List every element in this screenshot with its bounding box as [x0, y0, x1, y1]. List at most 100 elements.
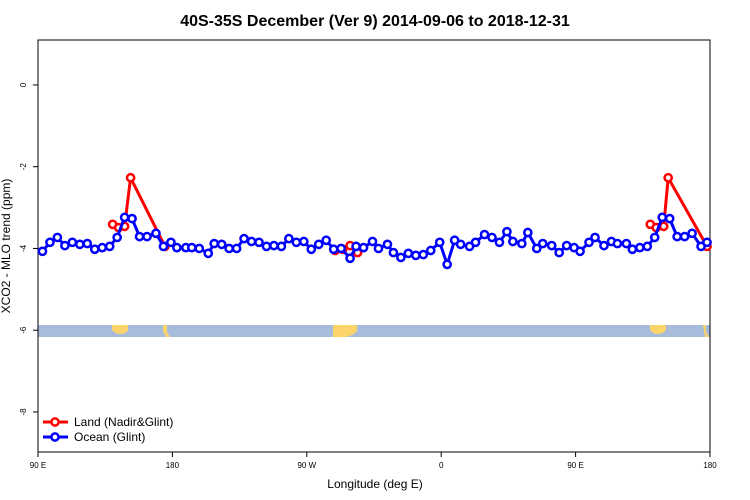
data-point [487, 232, 497, 243]
y-tick-label: -8 [19, 408, 28, 416]
data-point [599, 240, 609, 251]
data-point [313, 239, 324, 250]
data-point [284, 233, 294, 244]
x-tick-label: 90 E [567, 461, 583, 470]
data-point [561, 240, 572, 251]
data-point [479, 229, 490, 240]
data-point [649, 232, 660, 243]
data-point [403, 248, 414, 259]
data-point [125, 172, 136, 183]
data-point [470, 237, 481, 248]
legend-label: Ocean (Glint) [74, 430, 145, 444]
data-point [522, 227, 533, 238]
data-point [502, 226, 512, 237]
data-point [546, 240, 557, 251]
x-tick-label: 90 E [30, 461, 46, 470]
data-point [127, 213, 137, 224]
data-point [590, 232, 600, 243]
data-point [702, 237, 712, 248]
y-tick-label: -6 [19, 326, 28, 334]
y-axis-label: XCO2 - MLO trend (ppm) [0, 179, 13, 314]
data-point [60, 240, 70, 251]
data-point [172, 242, 182, 253]
legend-label: Land (Nadir&Glint) [74, 415, 173, 429]
data-point [508, 236, 518, 247]
data-point [209, 238, 220, 249]
data-point [627, 244, 638, 255]
data-point [410, 250, 421, 261]
data-point [358, 242, 369, 253]
data-point [97, 242, 108, 253]
data-point [679, 231, 690, 242]
data-point [231, 243, 242, 254]
data-point [367, 236, 378, 247]
data-point [104, 241, 115, 252]
data-point [672, 231, 682, 242]
data-point [531, 243, 542, 254]
data-point [261, 241, 272, 252]
data-point [434, 237, 445, 248]
data-point [203, 248, 214, 259]
data-point [351, 241, 361, 252]
data-point [336, 243, 346, 254]
data-point [298, 236, 309, 247]
data-point [254, 237, 264, 248]
y-tick-label: 0 [19, 82, 28, 87]
data-point [388, 247, 399, 258]
data-point [621, 238, 632, 249]
data-point [112, 232, 122, 243]
data-point [657, 212, 668, 223]
data-point [37, 246, 48, 257]
data-point [216, 239, 227, 250]
legend-marker [50, 432, 60, 442]
y-tick-label: -2 [19, 163, 28, 171]
data-point [45, 237, 55, 248]
data-point [425, 245, 436, 256]
data-point [119, 212, 130, 223]
data-point [537, 238, 548, 249]
data-point [52, 232, 63, 243]
legend-marker [50, 417, 60, 427]
data-point [664, 213, 675, 224]
data-point [418, 249, 429, 260]
x-tick-label: 180 [166, 461, 180, 470]
data-point [67, 237, 78, 248]
x-tick-label: 0 [439, 461, 444, 470]
data-point [663, 172, 674, 183]
data-point [239, 233, 249, 244]
data-point [142, 231, 152, 242]
data-point [634, 242, 645, 253]
data-point [276, 241, 287, 252]
data-point [442, 259, 453, 270]
data-point [328, 244, 339, 255]
data-point [584, 237, 594, 248]
data-point [291, 237, 302, 248]
chart-title: 40S-35S December (Ver 9) 2014-09-06 to 2… [180, 13, 570, 30]
data-point [166, 237, 176, 248]
data-point [321, 235, 332, 246]
data-point [575, 246, 585, 257]
y-tick-label: -4 [19, 244, 28, 252]
land-mask [112, 325, 709, 337]
data-point [494, 237, 505, 248]
data-point [455, 239, 466, 250]
data-point [269, 240, 279, 251]
x-tick-label: 180 [703, 461, 717, 470]
data-point [554, 247, 565, 258]
data-point [373, 243, 384, 254]
data-point [74, 239, 85, 250]
data-point [396, 252, 406, 263]
data-point [89, 244, 100, 255]
data-point [186, 242, 197, 253]
x-tick-label: 90 W [297, 461, 316, 470]
data-point [612, 238, 623, 249]
data-point [194, 243, 205, 254]
data-point [306, 244, 317, 255]
land-mask-band [38, 325, 710, 337]
data-point [382, 239, 393, 250]
data-point [246, 236, 257, 247]
data-point [224, 243, 234, 254]
data-point [642, 241, 653, 252]
